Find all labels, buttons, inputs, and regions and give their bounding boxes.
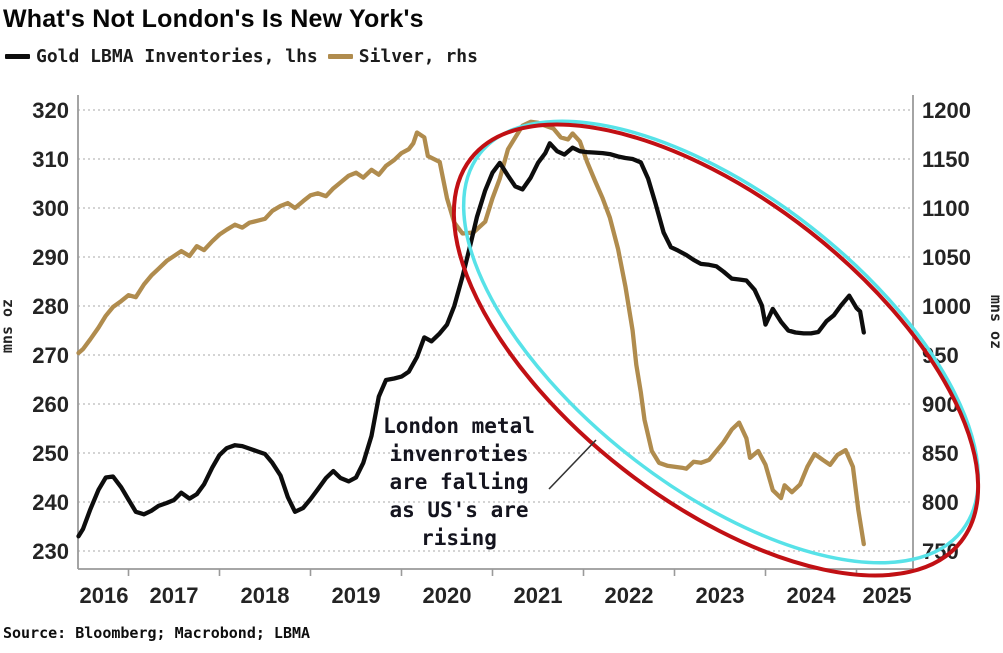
- left-axis-tick-label: 230: [32, 539, 69, 564]
- left-axis-tick-label: 260: [32, 392, 69, 417]
- source-attribution: Source: Bloomberg; Macrobond; LBMA: [3, 624, 311, 642]
- chart-title: What's Not London's Is New York's: [3, 5, 424, 33]
- left-axis-tick-label: 280: [32, 294, 69, 319]
- annotation-text-line: are falling: [389, 470, 528, 494]
- legend-item-gold: Gold LBMA Inventories, lhs: [5, 46, 318, 67]
- left-axis-tick-label: 270: [32, 343, 69, 368]
- x-axis-year-label: 2017: [150, 583, 199, 608]
- x-axis-year-label: 2022: [605, 583, 654, 608]
- right-axis-title: mns oz: [987, 295, 1003, 349]
- highlight-ellipse-red: [451, 122, 981, 578]
- legend-item-silver: Silver, rhs: [327, 46, 478, 67]
- x-axis-year-label: 2020: [423, 583, 472, 608]
- left-axis-tick-label: 250: [32, 441, 69, 466]
- highlight-ellipse-cyan: [461, 119, 981, 565]
- highlight-annotation: [451, 119, 981, 578]
- annotation-callout-text: London metal invenroties are falling as US'…: [383, 414, 535, 550]
- right-axis-tick-label: 1050: [922, 245, 971, 270]
- annotation-text-line: invenroties: [389, 442, 528, 466]
- gold-line-marker-icon: [5, 54, 30, 59]
- left-axis-tick-label: 240: [32, 490, 69, 515]
- axis-tick-labels: 2302402502602702802903003103207508008509…: [0, 98, 1003, 608]
- annotation-pointer-line: [548, 439, 597, 490]
- x-axis-year-label: 2019: [332, 583, 381, 608]
- x-axis-year-label: 2023: [696, 583, 745, 608]
- right-axis-tick-label: 1000: [922, 294, 971, 319]
- annotation-text-line: as US's are: [389, 498, 528, 522]
- x-axis-year-label: 2025: [863, 583, 912, 608]
- right-axis-tick-label: 800: [922, 490, 959, 515]
- right-axis-tick-label: 1100: [922, 196, 970, 221]
- gridlines: [78, 109, 913, 552]
- legend-label-gold: Gold LBMA Inventories, lhs: [36, 46, 318, 67]
- right-axis-tick-label: 850: [922, 441, 959, 466]
- silver-inventories-line: [76, 119, 866, 547]
- annotation-text-line: rising: [421, 526, 497, 550]
- x-axis-year-label: 2016: [80, 583, 129, 608]
- right-axis-tick-label: 1200: [922, 98, 971, 123]
- legend-label-silver: Silver, rhs: [358, 46, 478, 67]
- silver-line-marker-icon: [327, 54, 353, 59]
- gold-inventories-line: [76, 141, 866, 539]
- series-lines: [76, 119, 866, 547]
- left-axis-title: mns oz: [0, 299, 16, 353]
- legend: Gold LBMA Inventories, lhs Silver, rhs: [5, 46, 478, 67]
- left-axis-tick-label: 300: [32, 196, 69, 221]
- x-axis-year-label: 2021: [514, 583, 563, 608]
- left-axis-tick-label: 290: [32, 245, 69, 270]
- annotation-text-line: London metal: [383, 414, 535, 438]
- right-axis-tick-label: 1150: [922, 147, 970, 172]
- left-axis-tick-label: 320: [32, 98, 69, 123]
- x-axis-year-label: 2024: [787, 583, 837, 608]
- left-axis-tick-label: 310: [32, 147, 69, 172]
- x-axis-year-label: 2018: [241, 583, 290, 608]
